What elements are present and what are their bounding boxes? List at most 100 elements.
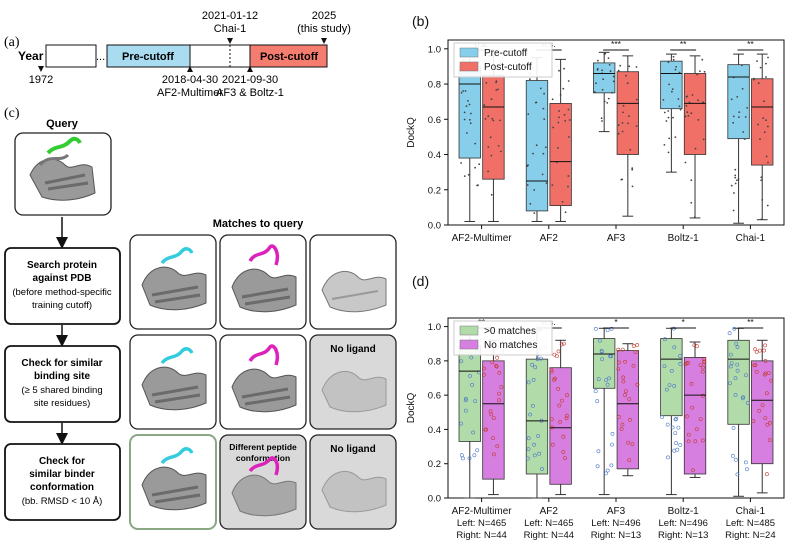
data-point: [693, 439, 698, 444]
data-point: [668, 83, 670, 86]
data-point: [676, 425, 681, 430]
data-point: [556, 386, 561, 391]
data-point: [551, 184, 554, 187]
data-point: [675, 66, 677, 68]
data-point: [628, 417, 632, 422]
data-point: [561, 434, 566, 439]
svg-text:binding site: binding site: [34, 371, 91, 382]
svg-text:Search protein: Search protein: [27, 260, 97, 271]
data-point: [673, 417, 678, 422]
marker-1972-arrow: [38, 66, 44, 72]
data-point: [757, 123, 759, 126]
data-point: [703, 70, 706, 73]
data-point: [487, 170, 489, 173]
data-point: [543, 92, 545, 95]
data-point: [565, 393, 569, 398]
data-point: [603, 53, 606, 56]
data-point: [526, 184, 529, 186]
data-point: [743, 460, 748, 465]
data-point: [559, 94, 562, 96]
data-point: [490, 360, 495, 365]
data-point: [494, 364, 499, 369]
data-point: [697, 99, 699, 102]
data-point: [544, 146, 547, 149]
data-point: [734, 182, 737, 185]
data-point: [690, 179, 693, 182]
data-point: [741, 395, 746, 400]
data-point: [564, 413, 569, 418]
x-note-left: Left: N=496: [591, 518, 640, 529]
data-point: [499, 119, 501, 122]
data-point: [564, 211, 567, 214]
data-point: [627, 397, 632, 402]
box->0 matches: [525, 358, 549, 475]
data-point: [730, 184, 733, 187]
match-r1-c2: [219, 234, 307, 330]
data-point: [528, 412, 533, 417]
data-point: [734, 168, 737, 171]
data-point: [738, 111, 741, 113]
data-point: [757, 348, 762, 353]
box-No matches: [549, 367, 572, 485]
data-point: [459, 421, 464, 426]
step-3-box: Check for similar binder conformation (b…: [4, 443, 121, 521]
data-point: [542, 152, 545, 155]
panel-label-a: (a): [4, 35, 20, 50]
data-point: [607, 97, 610, 100]
data-point: [685, 95, 688, 98]
data-point: [500, 150, 502, 153]
data-point: [700, 369, 705, 374]
data-point: [700, 393, 705, 398]
data-point: [552, 378, 557, 382]
data-point: [542, 107, 545, 110]
data-point: [702, 101, 704, 104]
data-point: [664, 387, 669, 392]
data-point: [621, 379, 626, 384]
data-point: [763, 416, 768, 421]
data-point: [495, 81, 497, 84]
data-point: [735, 345, 740, 350]
significance-label: *: [614, 317, 618, 327]
data-point: [730, 98, 733, 101]
data-point: [595, 464, 600, 469]
data-point: [561, 341, 566, 346]
data-point: [610, 431, 615, 436]
data-point: [490, 193, 493, 196]
box->0 matches: [660, 338, 683, 417]
data-point: [474, 142, 477, 145]
data-point: [604, 471, 608, 476]
data-point: [742, 131, 745, 133]
data-point: [667, 110, 670, 112]
match-r1-c3: [309, 234, 397, 330]
data-point: [762, 372, 767, 377]
data-point: [619, 64, 622, 67]
data-point: [757, 408, 762, 413]
data-point: [760, 218, 763, 221]
marker-2021-name: AF3 & Boltz-1: [216, 87, 284, 99]
data-point: [492, 452, 496, 457]
data-point: [756, 60, 758, 62]
data-point: [690, 201, 693, 204]
data-point: [767, 161, 769, 164]
data-point: [625, 74, 627, 77]
data-point: [663, 337, 667, 342]
panel-label: (d): [412, 273, 429, 289]
data-point: [631, 167, 634, 170]
data-point: [550, 442, 555, 447]
data-point: [596, 68, 599, 70]
data-point: [736, 96, 739, 98]
data-point: [526, 447, 531, 452]
data-point: [765, 155, 768, 158]
data-point: [753, 77, 756, 80]
data-point: [605, 328, 610, 333]
data-point: [672, 384, 677, 388]
data-point: [564, 120, 567, 122]
box-Pre-cutoff: [660, 60, 683, 110]
query-title: Query: [46, 118, 79, 130]
data-point: [530, 362, 535, 367]
data-point: [482, 372, 486, 377]
data-point: [745, 401, 750, 405]
data-point: [764, 391, 769, 396]
marker-1972-label: 1972: [29, 74, 53, 86]
data-point: [665, 422, 670, 427]
